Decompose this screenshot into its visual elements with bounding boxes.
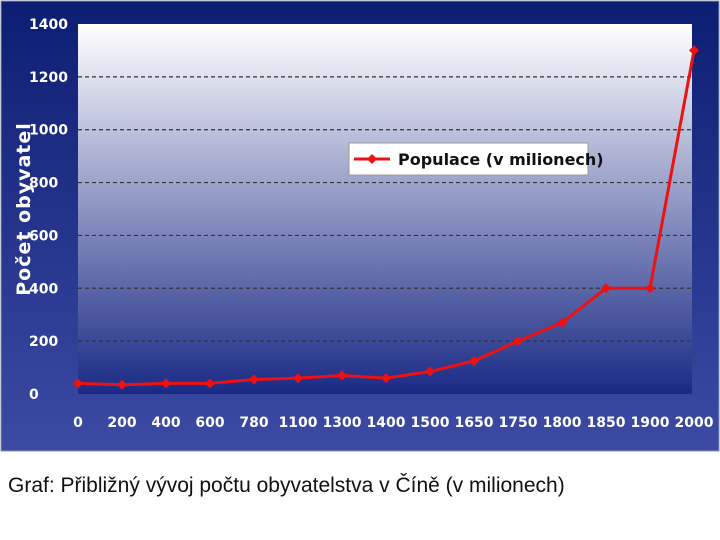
x-tick-label: 1300 xyxy=(323,415,362,431)
x-tick-label: 1100 xyxy=(279,415,318,431)
y-axis-title: Počet obyvatel xyxy=(13,122,35,296)
figure-caption: Graf: Přibližný vývoj počtu obyvatelstva… xyxy=(8,474,565,497)
y-tick-label: 1200 xyxy=(29,70,68,86)
y-tick-label: 800 xyxy=(29,176,58,192)
legend-marker xyxy=(367,154,377,164)
y-tick-label: 600 xyxy=(29,228,58,244)
data-point xyxy=(293,373,303,384)
y-tick-label: 1000 xyxy=(29,123,68,139)
y-tick-label: 0 xyxy=(29,387,39,403)
data-point xyxy=(557,317,567,328)
data-point xyxy=(601,283,611,294)
x-tick-label: 1850 xyxy=(587,415,626,431)
x-tick-label: 600 xyxy=(195,415,224,431)
x-tick-label: 400 xyxy=(151,415,180,431)
x-tick-label: 1650 xyxy=(455,415,494,431)
x-tick-label: 1900 xyxy=(631,415,670,431)
x-tick-label: 780 xyxy=(239,415,268,431)
chart: 0 200 400 600 800 1000 1200 1400 0 200 400 600 780 1… xyxy=(0,0,720,452)
plot-area xyxy=(78,24,692,394)
data-point xyxy=(249,374,259,385)
data-point xyxy=(513,336,523,347)
x-tick-label: 1500 xyxy=(411,415,450,431)
y-tick-label: 400 xyxy=(29,281,58,297)
x-tick-label: 0 xyxy=(73,415,83,431)
data-point xyxy=(645,283,655,294)
legend: Populace (v milionech) xyxy=(348,142,604,176)
data-point xyxy=(161,378,171,389)
data-point xyxy=(73,378,83,389)
x-tick-label: 1750 xyxy=(499,415,538,431)
x-tick-label: 200 xyxy=(107,415,136,431)
x-tick-label: 1800 xyxy=(543,415,582,431)
data-point xyxy=(469,355,479,366)
data-point xyxy=(205,378,215,389)
x-tick-label: 1400 xyxy=(367,415,406,431)
x-tick-label: 2000 xyxy=(675,415,714,431)
chart-svg: 0 200 400 600 800 1000 1200 1400 0 200 400 600 780 1… xyxy=(0,0,720,452)
legend-label: Populace (v milionech) xyxy=(398,150,604,169)
data-point xyxy=(425,366,435,377)
data-point xyxy=(337,370,347,381)
data-point xyxy=(381,373,391,384)
y-tick-label: 200 xyxy=(29,334,58,350)
data-point xyxy=(689,45,699,56)
y-tick-label: 1400 xyxy=(29,17,68,33)
data-point xyxy=(117,379,127,390)
